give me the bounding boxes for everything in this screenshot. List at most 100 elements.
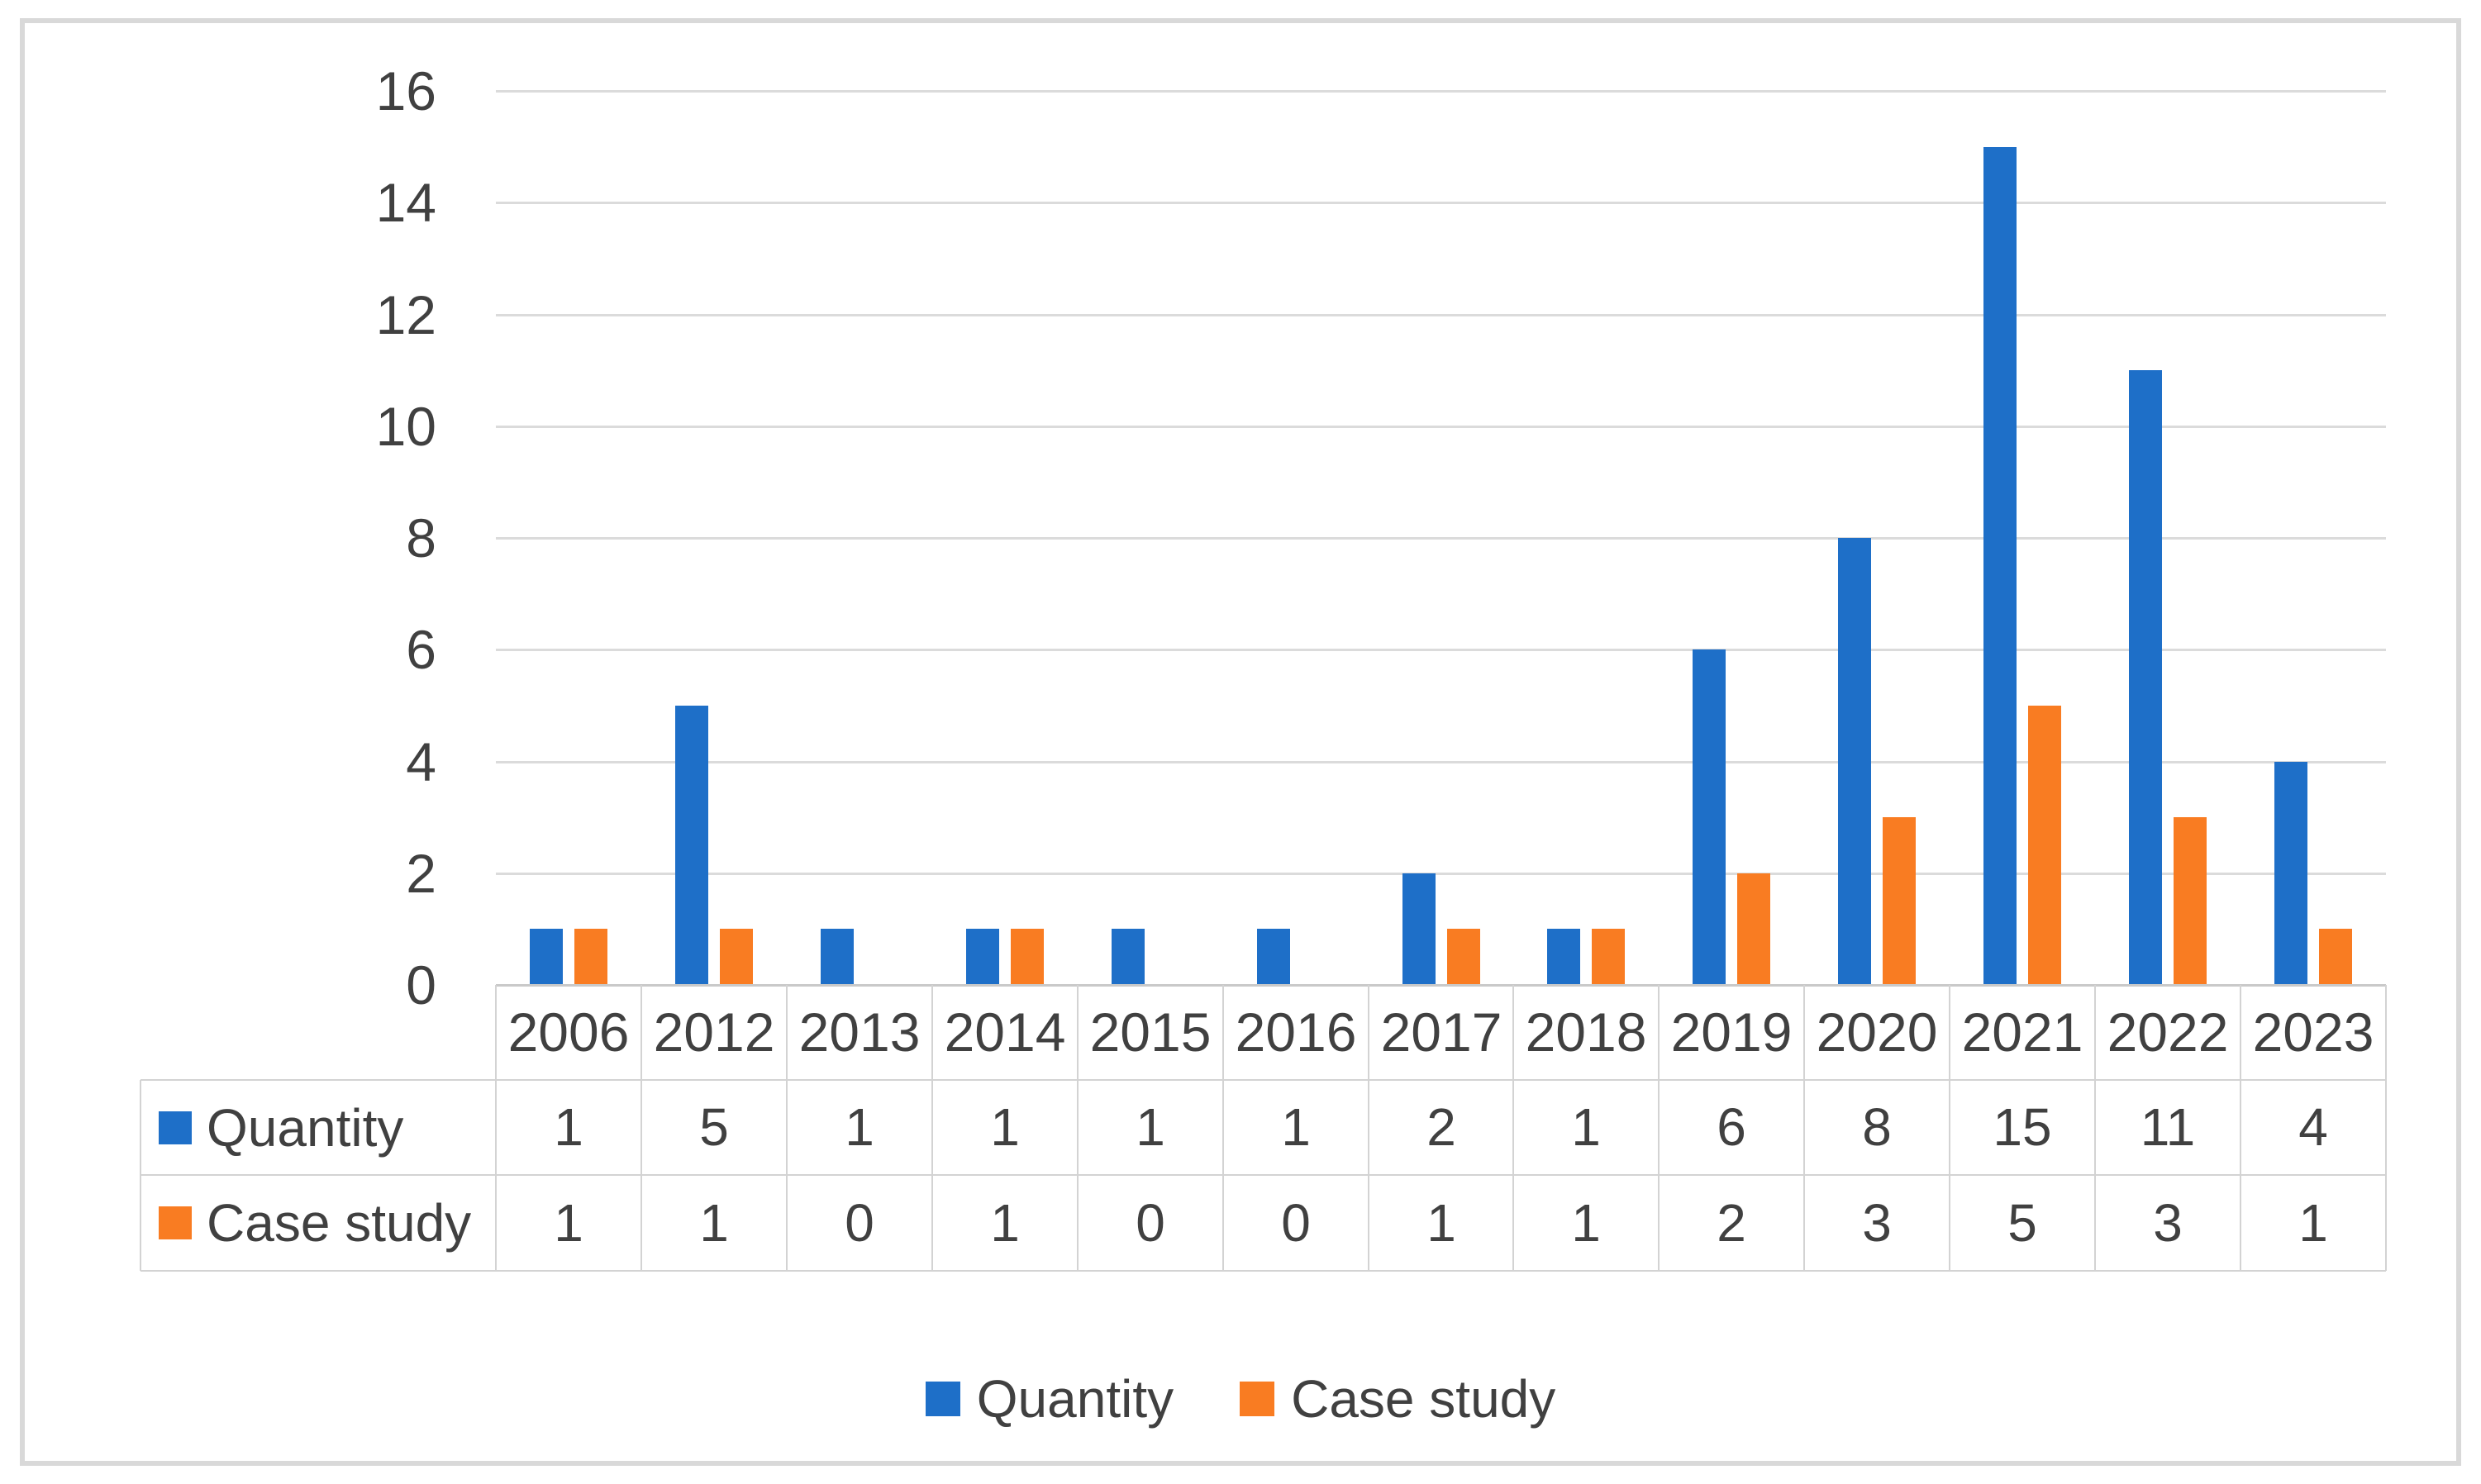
bar-quantity-2015 <box>1112 929 1145 985</box>
table-border-line <box>140 1080 141 1271</box>
table-value-quantity-2017: 2 <box>1426 1097 1456 1157</box>
legend: Quantity Case study <box>0 1359 2481 1438</box>
bar-quantity-2014 <box>966 929 999 985</box>
bar-case-study-2021 <box>2028 706 2061 985</box>
table-border-line <box>140 1079 2386 1081</box>
y-axis-tick-label-4: 4 <box>406 731 436 792</box>
table-value-case-study-2018: 1 <box>1571 1193 1601 1253</box>
table-value-quantity-2014: 1 <box>990 1097 1020 1157</box>
table-header-year-2022: 2022 <box>2107 1001 2229 1063</box>
table-border-line <box>1803 985 1805 1271</box>
table-header-year-2013: 2013 <box>798 1001 921 1063</box>
table-border-line <box>2385 985 2387 1271</box>
table-header-year-2021: 2021 <box>1961 1001 2083 1063</box>
table-header-year-2018: 2018 <box>1525 1001 1647 1063</box>
bar-quantity-2020 <box>1838 538 1871 985</box>
gridline-y-16 <box>496 90 2386 93</box>
table-value-quantity-2013: 1 <box>845 1097 874 1157</box>
table-border-line <box>786 985 788 1271</box>
table-value-case-study-2020: 3 <box>1862 1193 1892 1253</box>
bar-case-study-2023 <box>2319 929 2352 985</box>
legend-item-case-study: Case study <box>1240 1368 1555 1429</box>
bar-quantity-2019 <box>1693 649 1726 985</box>
table-border-line <box>1368 985 1369 1271</box>
table-border-line <box>1222 985 1224 1271</box>
table-value-quantity-2018: 1 <box>1571 1097 1601 1157</box>
legend-swatch-icon <box>1240 1381 1275 1416</box>
table-value-case-study-2012: 1 <box>699 1193 729 1253</box>
table-value-case-study-2006: 1 <box>554 1193 583 1253</box>
table-row-label-case-study: Case study <box>159 1175 496 1271</box>
table-value-case-study-2013: 0 <box>845 1193 874 1253</box>
table-value-case-study-2016: 0 <box>1281 1193 1311 1253</box>
table-border-line <box>140 1270 2386 1272</box>
bar-case-study-2006 <box>574 929 607 985</box>
bar-case-study-2018 <box>1592 929 1625 985</box>
y-axis-tick-label-16: 16 <box>375 60 436 121</box>
y-axis-tick-label-10: 10 <box>375 396 436 457</box>
bar-quantity-2018 <box>1547 929 1580 985</box>
gridline-y-2 <box>496 873 2386 875</box>
table-value-quantity-2015: 1 <box>1136 1097 1165 1157</box>
bar-case-study-2020 <box>1883 817 1916 985</box>
y-axis-tick-label-6: 6 <box>406 619 436 680</box>
bar-quantity-2021 <box>1983 147 2017 985</box>
bar-case-study-2017 <box>1447 929 1480 985</box>
bar-quantity-2012 <box>675 706 708 985</box>
gridline-y-12 <box>496 314 2386 316</box>
series-name-label: Quantity <box>207 1097 404 1158</box>
table-value-quantity-2021: 15 <box>1993 1097 2052 1157</box>
bar-case-study-2012 <box>720 929 753 985</box>
y-axis-tick-label-0: 0 <box>406 954 436 1015</box>
y-axis-tick-label-8: 8 <box>406 507 436 568</box>
legend-swatch-icon <box>925 1381 960 1416</box>
table-value-quantity-2016: 1 <box>1281 1097 1311 1157</box>
table-border-line <box>495 985 497 1271</box>
table-value-case-study-2022: 3 <box>2153 1193 2183 1253</box>
gridline-y-10 <box>496 426 2386 428</box>
table-value-quantity-2006: 1 <box>554 1097 583 1157</box>
table-header-year-2017: 2017 <box>1380 1001 1502 1063</box>
table-header-year-2016: 2016 <box>1235 1001 1357 1063</box>
legend-label: Case study <box>1291 1368 1556 1429</box>
table-header-year-2014: 2014 <box>944 1001 1066 1063</box>
table-value-quantity-2022: 11 <box>2140 1097 2196 1157</box>
table-border-line <box>140 1174 2386 1176</box>
table-header-year-2015: 2015 <box>1089 1001 1212 1063</box>
bar-quantity-2017 <box>1402 873 1436 985</box>
table-value-case-study-2014: 1 <box>990 1193 1020 1253</box>
table-header-year-2019: 2019 <box>1670 1001 1793 1063</box>
table-header-year-2020: 2020 <box>1816 1001 1938 1063</box>
y-axis-tick-label-2: 2 <box>406 843 436 904</box>
table-value-case-study-2019: 2 <box>1717 1193 1746 1253</box>
table-value-case-study-2023: 1 <box>2298 1193 2328 1253</box>
table-border-line <box>931 985 933 1271</box>
table-value-quantity-2012: 5 <box>699 1097 729 1157</box>
gridline-y-8 <box>496 537 2386 540</box>
series-swatch-icon <box>159 1111 192 1144</box>
bar-quantity-2022 <box>2129 370 2162 985</box>
table-value-case-study-2017: 1 <box>1426 1193 1456 1253</box>
gridline-y-14 <box>496 202 2386 204</box>
table-value-case-study-2021: 5 <box>2007 1193 2037 1253</box>
table-border-line <box>496 984 2386 987</box>
table-header-year-2006: 2006 <box>507 1001 630 1063</box>
table-border-line <box>2240 985 2241 1271</box>
table-border-line <box>1512 985 1514 1271</box>
table-border-line <box>2094 985 2096 1271</box>
bar-quantity-2006 <box>530 929 563 985</box>
table-border-line <box>640 985 642 1271</box>
table-header-year-2023: 2023 <box>2252 1001 2374 1063</box>
table-value-case-study-2015: 0 <box>1136 1193 1165 1253</box>
bar-case-study-2014 <box>1011 929 1044 985</box>
legend-item-quantity: Quantity <box>925 1368 1174 1429</box>
bar-quantity-2013 <box>821 929 854 985</box>
legend-label: Quantity <box>976 1368 1174 1429</box>
y-axis-tick-label-14: 14 <box>375 172 436 233</box>
y-axis-tick-label-12: 12 <box>375 284 436 345</box>
table-header-year-2012: 2012 <box>653 1001 775 1063</box>
table-value-quantity-2023: 4 <box>2298 1097 2328 1157</box>
series-swatch-icon <box>159 1206 192 1239</box>
table-value-quantity-2020: 8 <box>1862 1097 1892 1157</box>
